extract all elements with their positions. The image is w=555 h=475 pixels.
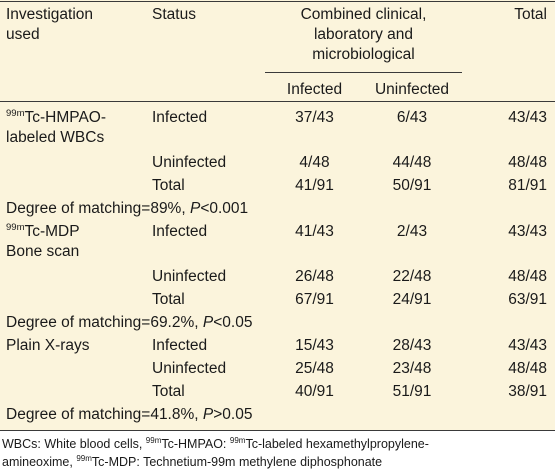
header-total: Total xyxy=(514,6,547,23)
investigation-hmpao-wbc: 99mTc-HMPAO- labeled WBCs xyxy=(6,108,106,146)
header-investigation: Investigation used xyxy=(6,6,94,43)
table-cell-infected: 41/43 xyxy=(295,223,334,240)
table-cell-total: 43/43 xyxy=(508,223,547,240)
footnote-line-2: amineoxime, 99mTc-MDP: Technetium-99m me… xyxy=(2,454,383,470)
header-combined: Combined clinical, laboratory and microb… xyxy=(300,6,427,63)
table-cell-infected: 26/48 xyxy=(295,268,334,285)
table-cell-total: 43/43 xyxy=(508,109,547,126)
table-row-status: Total xyxy=(152,177,185,194)
degree-of-matching: Degree of matching=89%, P<0.001 xyxy=(6,200,249,217)
table-cell-uninfected: 2/43 xyxy=(396,223,428,240)
table-row-status: Infected xyxy=(152,337,208,354)
table-cell-total: 48/48 xyxy=(508,154,547,171)
table-cell-uninfected: 22/48 xyxy=(392,268,432,285)
table-row-status: Uninfected xyxy=(152,360,227,377)
results-table: Investigation used Status Combined clini… xyxy=(0,0,555,431)
table-cell-total: 43/43 xyxy=(508,337,547,354)
table-cell-uninfected: 51/91 xyxy=(392,383,432,400)
table-cell-infected: 41/91 xyxy=(295,177,334,194)
table-cell-total: 63/91 xyxy=(508,291,547,308)
table-row-status: Uninfected xyxy=(152,268,227,285)
bottom-rule xyxy=(0,430,555,431)
table-row-status: Uninfected xyxy=(152,154,227,171)
table-cell-infected: 15/43 xyxy=(295,337,334,354)
investigation-mdp-bone-scan: 99mTc-MDP Bone scan xyxy=(6,222,80,260)
table-row-status: Infected xyxy=(152,109,208,126)
subheader-rule xyxy=(265,72,462,73)
table-cell-infected: 25/48 xyxy=(295,360,334,377)
header-status: Status xyxy=(152,6,196,23)
table-cell-total: 48/48 xyxy=(508,268,547,285)
header-uninfected: Uninfected xyxy=(374,81,450,98)
table-cell-total: 81/91 xyxy=(508,177,547,194)
degree-of-matching: Degree of matching=41.8%, P>0.05 xyxy=(6,406,253,423)
table-cell-infected: 37/43 xyxy=(295,109,334,126)
table-cell-total: 48/48 xyxy=(508,360,547,377)
degree-of-matching: Degree of matching=69.2%, P<0.05 xyxy=(6,314,253,331)
top-rule xyxy=(0,1,555,2)
table-row-status: Total xyxy=(152,383,185,400)
table-row-status: Total xyxy=(152,291,185,308)
table-cell-total: 38/91 xyxy=(508,383,547,400)
footnote-line-1: WBCs: White blood cells, 99mTc-HMPAO: 99… xyxy=(2,436,429,452)
header-infected: Infected xyxy=(286,81,343,98)
table-cell-uninfected: 44/48 xyxy=(392,154,432,171)
table-cell-infected: 67/91 xyxy=(295,291,334,308)
table-cell-infected: 4/48 xyxy=(299,154,330,171)
table-cell-uninfected: 6/43 xyxy=(396,109,428,126)
table-cell-uninfected: 24/91 xyxy=(392,291,432,308)
table-cell-uninfected: 23/48 xyxy=(392,360,432,377)
table-row-status: Infected xyxy=(152,223,208,240)
table-cell-uninfected: 50/91 xyxy=(392,177,432,194)
header-bottom-rule xyxy=(0,101,555,102)
table-cell-infected: 40/91 xyxy=(295,383,334,400)
table-cell-uninfected: 28/43 xyxy=(392,337,432,354)
investigation-plain-xrays: Plain X-rays xyxy=(6,337,90,354)
